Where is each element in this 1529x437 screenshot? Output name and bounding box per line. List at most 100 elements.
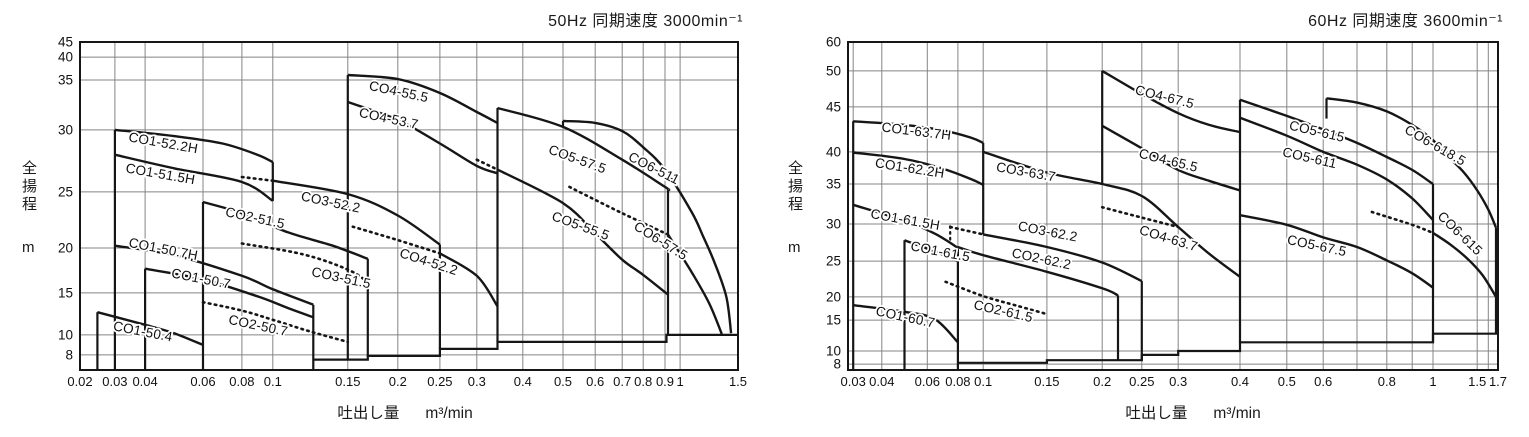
x-tick-label: 0.04 [132, 374, 157, 389]
x-axis-title-60hz: 吐出し量 m³/min [1125, 401, 1260, 423]
y-tick-label: 15 [58, 285, 73, 300]
x-tick-label: 0.6 [1314, 374, 1332, 389]
y-tick-label: 10 [58, 327, 73, 342]
pump-curve [1100, 205, 1180, 229]
pump-curve [1239, 214, 1434, 289]
curve-label: CO1-50.7H [128, 235, 200, 263]
pump-curve [114, 153, 274, 202]
pump-curve [982, 150, 1241, 278]
x-tick-label: 0.03 [102, 374, 127, 389]
curve-label: CO1-50.4 [112, 318, 174, 344]
x-tick-label: 0.4 [1231, 374, 1249, 389]
x-tick-label: 0.1 [264, 374, 282, 389]
y-axis-unit-50hz: m [22, 239, 35, 256]
y-axis-title-50hz: 全揚程 [20, 160, 37, 214]
y-tick-label: 8 [65, 347, 73, 362]
curve-label: CO6-57.5 [631, 218, 690, 263]
y-tick-label: 8 [833, 357, 841, 372]
pump-curve [114, 244, 314, 306]
y-tick-label: 40 [58, 50, 73, 65]
x-tick-label: 0.25 [1129, 374, 1154, 389]
x-tick-label: 0.5 [1278, 374, 1296, 389]
y-tick-label: 35 [58, 73, 73, 88]
pump-curve [475, 158, 499, 171]
x-tick-label: 1.5 [729, 374, 747, 389]
pump-curve [852, 203, 959, 249]
y-tick-label: 10 [826, 344, 841, 359]
chart-60hz: CO1-63.7HCO1-62.2HCO1-61.5HCO1-61.5CO1-6… [826, 35, 1507, 390]
y-tick-label: 20 [58, 241, 73, 256]
pump-curve [982, 233, 1143, 283]
pump-curve [240, 175, 275, 182]
x-tick-label: 1.7 [1489, 374, 1507, 389]
curve-label: CO5-55.5 [550, 208, 612, 243]
pump-curve [351, 225, 442, 255]
pump-curve [1326, 97, 1498, 229]
pump-curve [568, 185, 670, 236]
x-tick-label: 0.5 [554, 374, 572, 389]
pump-curve [1432, 231, 1498, 298]
y-tick-label: 20 [826, 289, 841, 304]
pump-curve [562, 119, 733, 334]
y-tick-label: 30 [58, 122, 73, 137]
x-tick-label: 0.8 [1378, 374, 1396, 389]
chart-title-50hz: 50Hz 同期速度 3000min⁻¹ [548, 13, 743, 30]
plot-border [847, 41, 1499, 371]
y-axis-title-60hz: 全揚程 [786, 160, 803, 214]
x-tick-label: 0.3 [1169, 374, 1187, 389]
y-tick-label: 40 [826, 144, 841, 159]
x-tick-label: 0.02 [67, 374, 92, 389]
curve-label: CO1-61.5H [869, 206, 941, 233]
x-tick-label: 0.15 [1034, 374, 1059, 389]
y-tick-label: 50 [826, 63, 841, 78]
x-axis-label: 吐出し量 [337, 405, 400, 422]
pump-curve [957, 245, 1119, 297]
x-tick-label: 0.08 [229, 374, 254, 389]
curve-label: CO1-52.2H [127, 129, 199, 156]
pump-curve [144, 267, 314, 319]
x-tick-label: 0.8 [634, 374, 652, 389]
y-tick-label: 45 [58, 35, 73, 50]
pump-curve [904, 239, 959, 263]
pump-curve [439, 252, 499, 308]
x-tick-label: 0.08 [945, 374, 970, 389]
x-tick-label: 0.9 [656, 374, 674, 389]
curve-label: CO3-62.2 [1017, 218, 1079, 244]
x-tick-label: 0.7 [613, 374, 631, 389]
x-tick-label: 0.2 [389, 374, 407, 389]
pump-curve [1101, 69, 1241, 134]
pump-curve [114, 128, 274, 164]
pump-curve [666, 233, 723, 335]
x-tick-label: 0.1 [974, 374, 992, 389]
y-tick-label: 35 [826, 177, 841, 192]
pump-curve [496, 168, 669, 296]
pump-curve [347, 100, 498, 175]
chart-50hz: CO1-52.2HCO1-51.5HCO1-50.7HCO1-50.7CO1-5… [58, 35, 747, 390]
pump-curve [97, 311, 204, 347]
pump-curve [853, 304, 959, 344]
pump-curve [1239, 116, 1434, 221]
pump-curve [1370, 210, 1435, 235]
y-tick-label: 60 [826, 35, 841, 50]
y-tick-label: 30 [826, 217, 841, 232]
curve-label: CO5-611 [1281, 144, 1338, 171]
pump-curve [948, 225, 985, 236]
x-tick-label: 0.03 [841, 374, 866, 389]
y-axis-unit-60hz: m [788, 239, 801, 256]
pump-curve [1101, 124, 1241, 192]
curve-label: CO1-63.7H [881, 120, 952, 143]
curve-label: CO4-55.5 [368, 78, 430, 105]
x-tick-label: 0.25 [427, 374, 452, 389]
pump-curve [347, 73, 499, 124]
curve-label: CO3-52.2 [300, 189, 362, 216]
curve-label: CO4-65.5 [1137, 146, 1199, 175]
y-tick-label: 25 [826, 254, 841, 269]
chart-title-60hz: 60Hz 同期速度 3600min⁻¹ [1308, 13, 1503, 30]
pump-curve [202, 200, 369, 260]
x-axis-title-50hz: 吐出し量 m³/min [337, 401, 472, 423]
range-bottom-steps [313, 333, 738, 361]
x-tick-label: 0.6 [586, 374, 604, 389]
curve-label: CO3-63.7 [995, 159, 1057, 184]
